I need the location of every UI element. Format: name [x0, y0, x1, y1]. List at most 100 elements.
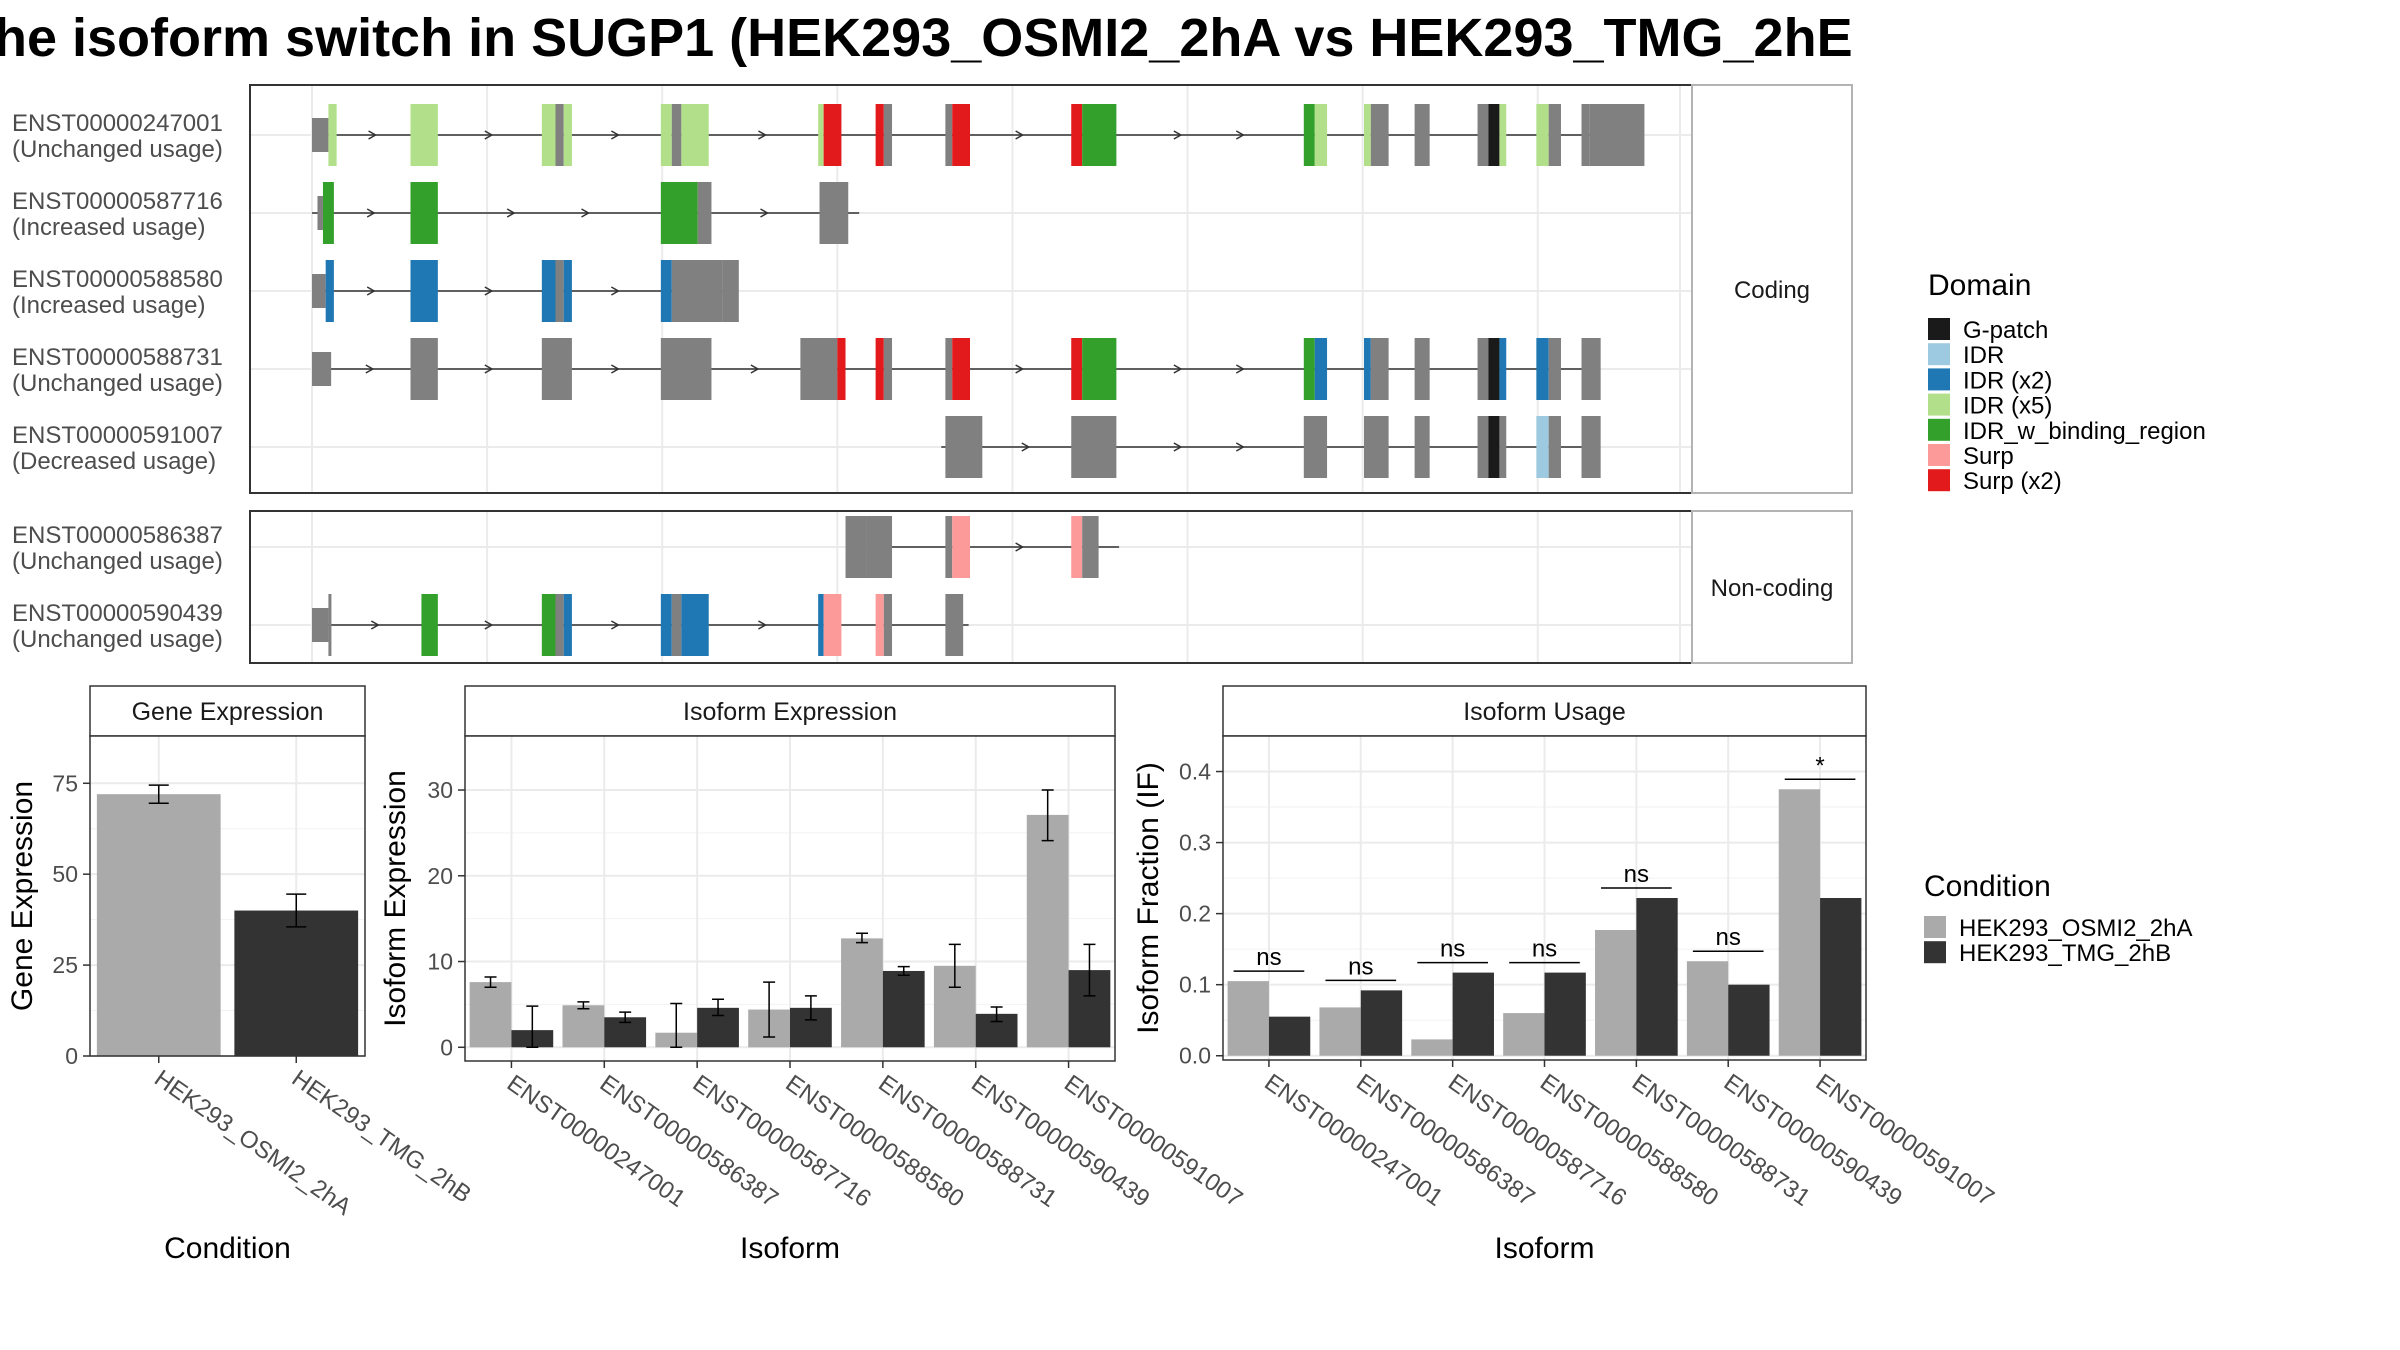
exon	[555, 260, 564, 322]
error-bar	[948, 943, 961, 989]
exon-domain	[1536, 338, 1549, 400]
exon-domain	[1071, 516, 1083, 578]
exon-domain	[823, 104, 842, 166]
direction-arrow	[611, 620, 620, 630]
significance-label: ns	[1532, 936, 1557, 963]
isoform-id-label: ENST00000591007	[12, 422, 223, 449]
direction-arrow	[366, 286, 376, 296]
isoform-usage-chart: Isoform Usage0.00.10.20.30.4nsENST000002…	[1132, 685, 1999, 1265]
direction-arrow	[758, 130, 767, 140]
exon-domain	[1488, 416, 1500, 478]
exon-domain	[1314, 104, 1328, 166]
plot-border	[1222, 735, 1867, 1061]
direction-arrow	[1015, 364, 1025, 374]
legend-swatch	[1928, 393, 1950, 416]
direction-arrow	[1235, 130, 1245, 140]
exon-domain	[952, 516, 971, 578]
y-tick-label: 0.3	[1179, 830, 1211, 856]
legend-item-label: Surp (x2)	[1963, 468, 2062, 495]
facet-strip	[89, 685, 366, 737]
facet-strip-label: Non-coding	[1711, 575, 1834, 602]
error-bar	[763, 981, 776, 1038]
direction-arrow	[611, 286, 620, 296]
error-bar	[286, 893, 307, 928]
exon	[845, 516, 867, 578]
exon	[697, 182, 712, 244]
exon	[1548, 416, 1561, 478]
exon-domain	[681, 594, 709, 656]
panel-background	[250, 511, 1692, 663]
gene-expression-chart: Gene Expression0255075HEK293_OSMI2_2hAHE…	[6, 685, 476, 1265]
exon	[1303, 416, 1328, 478]
isoform-usage-label: (Increased usage)	[12, 214, 205, 241]
bar	[1728, 984, 1770, 1056]
bar	[1544, 972, 1586, 1056]
exon	[1477, 416, 1489, 478]
bar	[1636, 898, 1678, 1056]
isoform-structure-plot: ENST00000247001(Unchanged usage)ENST0000…	[12, 84, 1853, 664]
legend-swatch	[1928, 418, 1950, 441]
exon-domain	[1071, 338, 1083, 400]
y-axis-title: Isoform Fraction (IF)	[1132, 762, 1165, 1034]
error-bar	[1041, 789, 1054, 842]
y-tick-label: 20	[427, 863, 453, 889]
exon-domain	[1536, 416, 1549, 478]
y-tick-label: 25	[52, 952, 78, 978]
direction-arrow	[484, 130, 494, 140]
bar	[1411, 1039, 1453, 1056]
direction-arrow	[506, 208, 516, 218]
exon	[945, 338, 953, 400]
direction-arrow	[370, 620, 380, 630]
exon	[541, 338, 572, 400]
y-tick-label: 10	[427, 949, 453, 975]
exon-domain	[1536, 104, 1549, 166]
exon	[1581, 416, 1601, 478]
y-tick-label: 0	[65, 1043, 78, 1069]
y-tick-label: 75	[52, 770, 78, 796]
isoform-usage-label: (Unchanged usage)	[12, 548, 223, 575]
direction-arrow	[611, 364, 620, 374]
exon-domain	[818, 594, 824, 656]
exon	[410, 338, 438, 400]
facet-strip	[1222, 685, 1867, 737]
exon-domain	[875, 594, 884, 656]
exon	[800, 338, 838, 400]
isoform-usage-label: (Unchanged usage)	[12, 626, 223, 653]
exon	[883, 338, 893, 400]
exon	[1414, 338, 1430, 400]
exon-domain	[563, 104, 572, 166]
structure-panel: ENST00000586387(Unchanged usage)ENST0000…	[12, 510, 1853, 664]
exon-domain	[660, 260, 672, 322]
significance-label: ns	[1716, 924, 1741, 951]
chart-title: Gene Expression	[132, 698, 324, 726]
exon	[555, 594, 564, 656]
bar	[1595, 929, 1637, 1056]
exon-domain	[563, 260, 572, 322]
y-tick-label: 0	[440, 1034, 453, 1060]
direction-arrow	[1173, 364, 1183, 374]
exon	[312, 608, 329, 642]
significance-label: *	[1815, 752, 1824, 779]
significance-label: ns	[1256, 944, 1281, 971]
exon	[1414, 416, 1430, 478]
exon	[819, 182, 849, 244]
exon-domain	[541, 104, 556, 166]
exon	[866, 516, 893, 578]
isoform-expression-chart: Isoform Expression0102030ENST00000247001…	[379, 685, 1247, 1265]
exon-domain	[1363, 338, 1371, 400]
bar	[96, 794, 221, 1056]
exon	[312, 352, 332, 386]
facet-strip	[1691, 510, 1853, 664]
exon	[1370, 338, 1389, 400]
direction-arrow	[368, 130, 378, 140]
isoform-id-label: ENST00000588731	[12, 344, 223, 371]
exon-domain	[563, 594, 572, 656]
chart-title: Isoform Usage	[1463, 698, 1626, 726]
bar	[1268, 1016, 1311, 1056]
bar	[1820, 898, 1862, 1056]
direction-arrow	[1173, 130, 1183, 140]
exon	[883, 104, 893, 166]
exon-domain	[1488, 338, 1500, 400]
exon-domain	[322, 182, 334, 244]
legend-swatch	[1924, 916, 1946, 938]
